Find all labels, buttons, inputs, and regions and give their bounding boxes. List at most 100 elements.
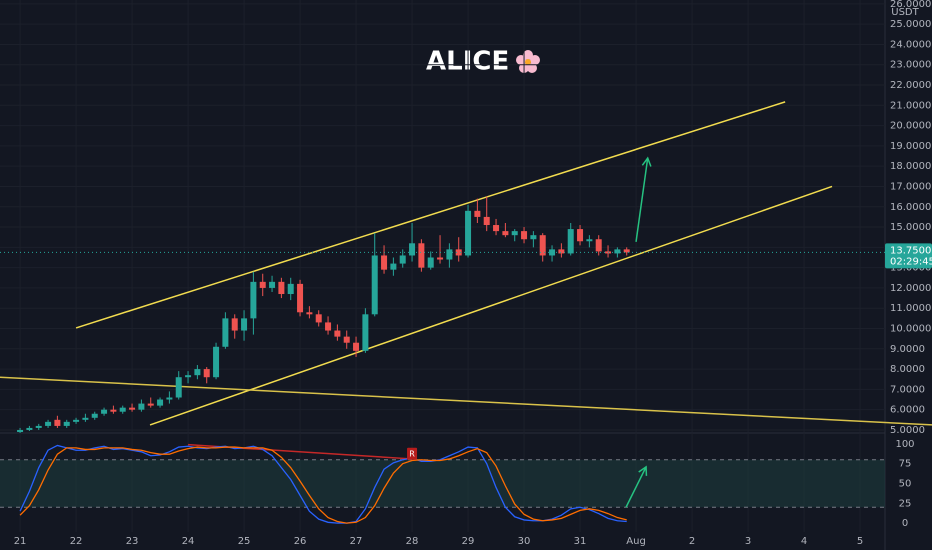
y-tick-label: 9.0000 [890,344,925,355]
trend-line [149,185,833,426]
candle-body [362,314,369,351]
y-tick-label: 21.0000 [890,100,931,111]
last-price-box [885,243,932,269]
x-tick-label: 27 [350,536,363,547]
candle-body [334,330,341,337]
x-tick-label: 21 [14,536,27,547]
candle-body [315,314,322,323]
oscillator-line [19,446,627,524]
candle-body [101,409,108,414]
candle-body [241,318,248,331]
x-tick-label: Aug [626,536,646,547]
candle-body [73,419,80,422]
y-tick-label: 18.0000 [890,161,931,172]
annotation-box [407,447,418,460]
candle-body [511,231,518,236]
y-tick-label: 19.0000 [890,141,931,152]
x-tick-label: 4 [801,536,807,547]
candle-body [157,399,164,406]
last-price-label: 13.7500 [890,245,931,256]
y-tick-label: 23.0000 [890,60,931,71]
y-tick-label: 25 [899,498,912,509]
candle-body [203,369,210,378]
candle-body [465,210,472,256]
candle-body [91,413,98,418]
candle-body [409,243,416,256]
candle-body [530,235,537,240]
x-tick-label: 23 [126,536,139,547]
trend-line [0,376,932,426]
candle-body [26,427,33,430]
arrow [635,157,649,242]
candle-body [455,249,462,256]
candle-body [371,255,378,315]
y-tick-label: 25.0000 [890,19,931,30]
candle-body [381,255,388,270]
y-tick-label: 5.0000 [890,425,925,436]
unit-label: USDT [891,7,919,18]
candle-body [577,229,584,242]
y-tick-label: 100 [895,439,914,450]
y-tick-label: 8.0000 [890,364,925,375]
y-tick-label: 24.0000 [890,39,931,50]
candle-body [474,210,481,217]
candle-body [110,409,117,412]
y-tick-label: 16.0000 [890,202,931,213]
x-tick-label: 5 [857,536,863,547]
candle-body [63,421,70,426]
candle-body [45,421,52,426]
oscillator-line [19,444,627,524]
y-tick-label: 75 [899,459,912,470]
candle-body [185,375,192,378]
y-tick-label: 12.0000 [890,283,931,294]
x-tick-label: 26 [294,536,307,547]
candle-body [287,283,294,295]
candle-body [250,281,257,319]
x-tick-label: 30 [518,536,531,547]
candle-body [399,255,406,264]
candle-body [343,336,350,343]
x-tick-label: 3 [745,536,751,547]
candle-body [147,403,154,406]
x-tick-label: 2 [689,536,695,547]
x-tick-label: 22 [70,536,83,547]
candle-body [586,239,593,242]
y-tick-label: 7.0000 [890,384,925,395]
candle-body [222,318,229,347]
candle-body [427,257,434,268]
band-fill [0,459,885,508]
candle-body [306,312,313,315]
candle-body [17,429,24,432]
candle-body [138,403,145,410]
candle-body [213,346,220,378]
candle-body [390,263,397,270]
candle-body [175,377,182,398]
candle-body [54,419,61,426]
candle-body [278,281,285,295]
x-tick-label: 28 [406,536,419,547]
y-tick-label: 10.0000 [890,324,931,335]
x-tick-label: 29 [462,536,475,547]
candle-body [269,281,276,288]
y-tick-label: 15.0000 [890,222,931,233]
arrow [625,466,647,508]
candle-body [595,239,602,252]
candle-body [35,425,42,428]
candle-body [558,249,565,254]
candle-body [129,407,136,410]
candle-body [521,231,528,240]
trend-line [75,101,786,329]
y-tick-label: 11.0000 [890,303,931,314]
y-tick-label: 20.0000 [890,121,931,132]
candle-body [567,229,574,254]
candle-body [483,216,490,226]
x-tick-label: 24 [182,536,195,547]
y-tick-label: 6.0000 [890,405,925,416]
y-tick-label: 26.0000 [890,0,931,10]
candle-body [194,369,201,376]
x-tick-label: 25 [238,536,251,547]
candle-body [82,417,89,420]
